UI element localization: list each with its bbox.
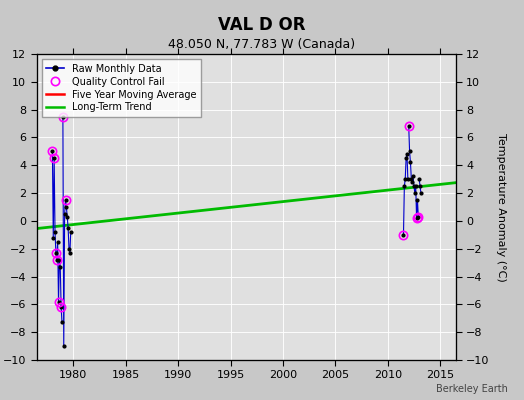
Text: Berkeley Earth: Berkeley Earth [436, 384, 508, 394]
Text: 48.050 N, 77.783 W (Canada): 48.050 N, 77.783 W (Canada) [168, 38, 356, 51]
Y-axis label: Temperature Anomaly (°C): Temperature Anomaly (°C) [496, 133, 506, 281]
Text: VAL D OR: VAL D OR [219, 16, 305, 34]
Legend: Raw Monthly Data, Quality Control Fail, Five Year Moving Average, Long-Term Tren: Raw Monthly Data, Quality Control Fail, … [41, 59, 201, 117]
